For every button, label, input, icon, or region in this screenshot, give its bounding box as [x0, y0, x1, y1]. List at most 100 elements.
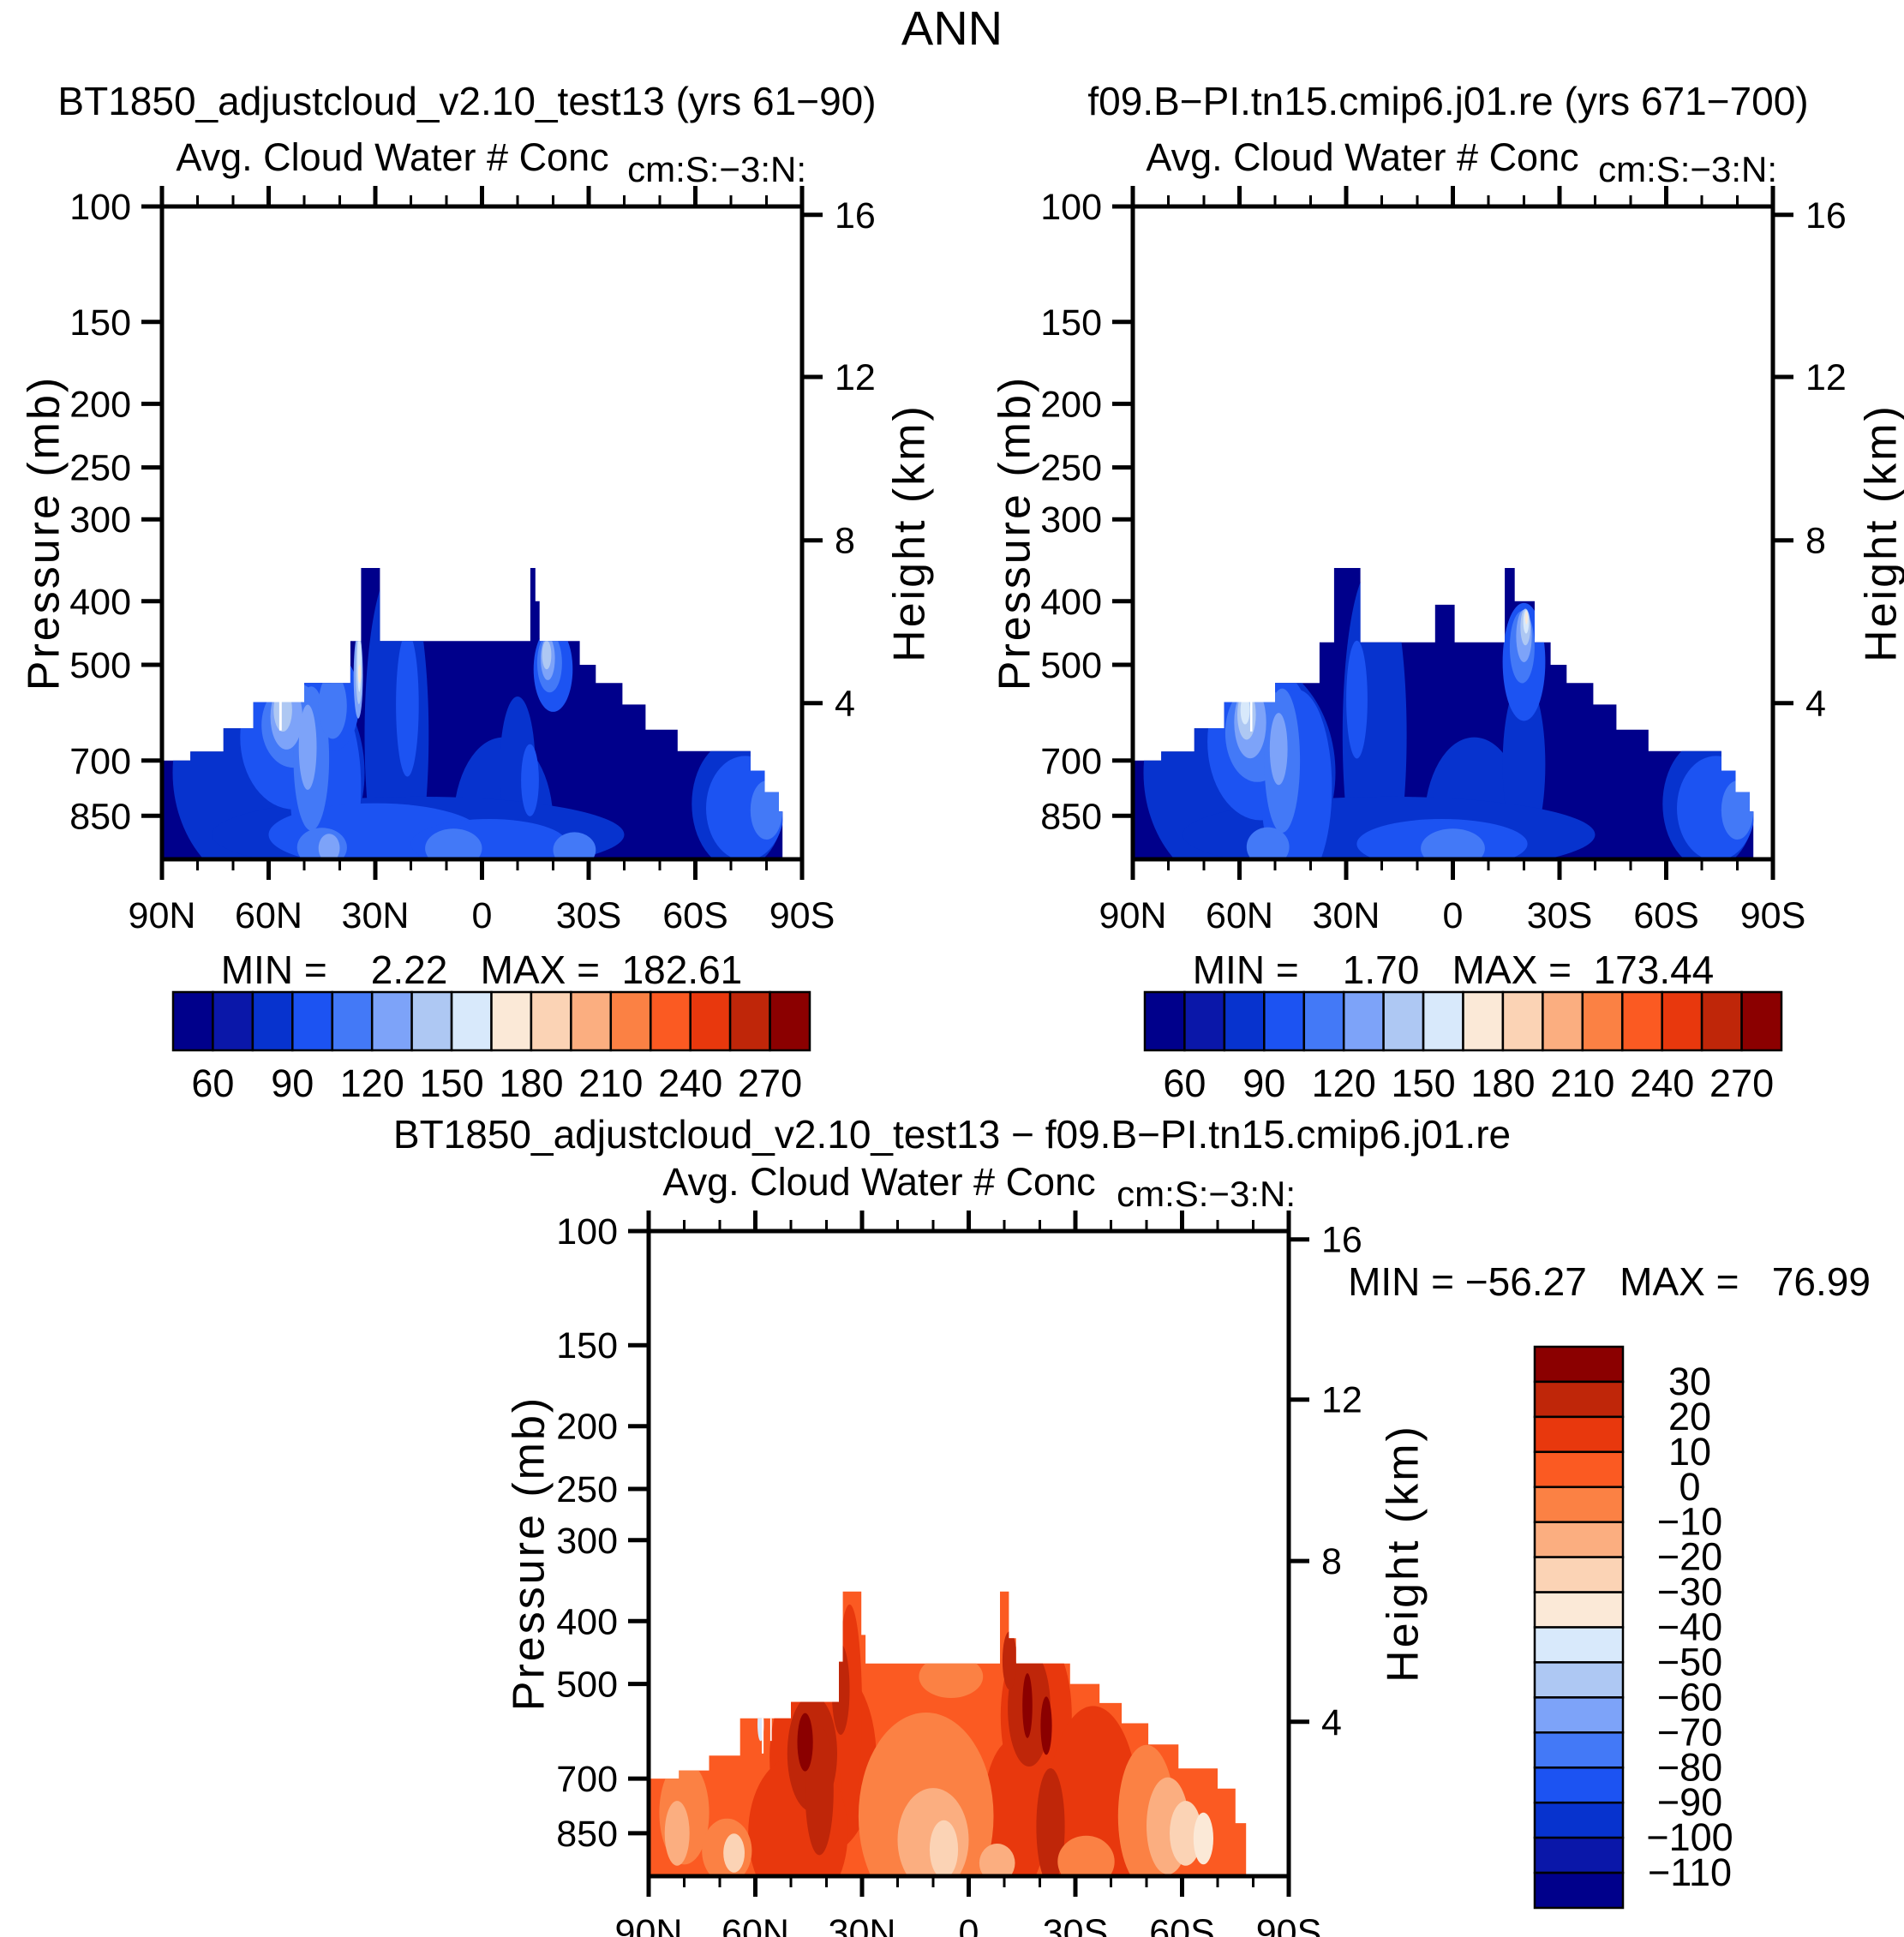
height-tick-label: 16	[1321, 1220, 1362, 1261]
height-tick-label: 16	[1805, 195, 1847, 236]
panel-2-contour-patches	[1143, 568, 1756, 859]
diff-colorbar-tick-label: 0	[1679, 1465, 1700, 1509]
colorbar-tick-label: 90	[1242, 1061, 1285, 1105]
latitude-tick-label: 90N	[615, 1912, 683, 1937]
colorbar-cell	[1533, 1626, 1625, 1664]
pressure-tick-label: 150	[69, 302, 131, 344]
latitude-tick-label: 30S	[1043, 1912, 1109, 1937]
panel2-height-axis-title: Height (km)	[1856, 404, 1904, 662]
colorbar-tick-label: 180	[499, 1061, 563, 1105]
pressure-tick-label: 700	[1040, 741, 1102, 782]
pressure-tick-label: 150	[1040, 302, 1102, 344]
colorbar-cell	[1533, 1836, 1625, 1874]
colorbar-cell	[450, 990, 493, 1052]
panel-2-plot: 90N 60N 30N 0 30S 60S 90S 100 150 200 250 300 400 500…	[1040, 186, 1847, 936]
pressure-tick-label: 250	[1040, 448, 1102, 489]
pressure-tick-label: 400	[1040, 582, 1102, 623]
colorbar-cell	[689, 990, 732, 1052]
diff-colorbar-tick-label: 10	[1668, 1430, 1711, 1474]
height-tick-label: 16	[835, 195, 876, 236]
colorbar-cell	[1700, 990, 1743, 1052]
panel2-minmax: MIN = 1.70 MAX = 173.44	[1192, 948, 1715, 992]
colorbar-cell	[1422, 990, 1464, 1052]
height-tick-label: 4	[835, 684, 855, 725]
difference-colorbar: 3020100−10−20−30−40−50−60−70−80−90−100−1…	[1533, 1345, 1733, 1910]
pressure-tick-label: 250	[556, 1469, 618, 1510]
panel2-units: cm:S:−3:N:	[1598, 149, 1777, 189]
pressure-tick-label: 300	[1040, 499, 1102, 541]
latitude-tick-label: 0	[1443, 895, 1464, 936]
diff-colorbar-tick-label: −100	[1646, 1815, 1733, 1859]
colorbar-cell	[1533, 1696, 1625, 1734]
latitude-tick-label: 30N	[342, 895, 410, 936]
colorbar-cell	[1223, 990, 1266, 1052]
pressure-tick-label: 100	[556, 1211, 618, 1252]
colorbar-cell	[609, 990, 652, 1052]
latitude-tick-label: 90N	[129, 895, 196, 936]
diff-colorbar-tick-label: 20	[1668, 1395, 1711, 1438]
pressure-tick-label: 500	[69, 645, 131, 686]
colorbar-cell	[370, 990, 413, 1052]
colorbar-cell	[1183, 990, 1226, 1052]
colorbar-cell	[1263, 990, 1305, 1052]
colorbar-cell	[1740, 990, 1783, 1052]
diff-colorbar-tick-label: −110	[1648, 1850, 1732, 1894]
colorbar-cell	[1533, 1450, 1625, 1488]
panel-3-plot: 90N 60N 30N 0 30S 60S 90S 100 150 200 250 300 400 500…	[556, 1211, 1362, 1937]
colorbar-tick-label: 210	[1550, 1061, 1614, 1105]
colorbar-cell	[331, 990, 374, 1052]
panel3-minmax: MIN = −56.27 MAX = 76.99	[1348, 1259, 1871, 1304]
panel3-height-axis-title: Height (km)	[1378, 1424, 1428, 1683]
colorbar-cell	[410, 990, 453, 1052]
latitude-tick-label: 0	[472, 895, 493, 936]
panel2-pressure-axis-title: Pressure (mb)	[990, 374, 1040, 691]
colorbar-cell	[1533, 1731, 1625, 1769]
latitude-tick-label: 90S	[769, 895, 835, 936]
colorbar-cell	[212, 990, 254, 1052]
colorbar-tick-label: 120	[340, 1061, 404, 1105]
colorbar-tick-label: 270	[738, 1061, 802, 1105]
colorbar-tick-label: 150	[420, 1061, 484, 1105]
pressure-tick-label: 150	[556, 1325, 618, 1366]
pressure-tick-label: 100	[69, 187, 131, 228]
colorbar-cell	[1533, 1486, 1625, 1523]
latitude-tick-label: 30N	[829, 1912, 896, 1937]
diff-colorbar-tick-label: −60	[1657, 1675, 1722, 1719]
height-tick-label: 12	[835, 357, 876, 398]
panel1-case-title: BT1850_adjustcloud_v2.10_test13 (yrs 61−…	[57, 79, 877, 123]
colorbar-cell	[1342, 990, 1385, 1052]
colorbar-cell	[1581, 990, 1624, 1052]
colorbar-tick-label: 180	[1470, 1061, 1535, 1105]
height-tick-label: 8	[1321, 1541, 1342, 1582]
colorbar-cell	[490, 990, 533, 1052]
pressure-tick-label: 200	[69, 384, 131, 425]
panel1-pressure-axis-title: Pressure (mb)	[19, 374, 69, 691]
pressure-tick-label: 400	[556, 1601, 618, 1642]
colorbar-tick-label: 90	[271, 1061, 314, 1105]
diff-colorbar-tick-label: −10	[1657, 1500, 1722, 1544]
colorbar-cell	[650, 990, 692, 1052]
panel-1-plot: 90N 60N 30N 0 30S 60S 90S 100 150 200 250 300 400 500…	[69, 186, 876, 936]
pressure-tick-label: 700	[69, 741, 131, 782]
panel1-height-axis-title: Height (km)	[884, 404, 935, 662]
diff-colorbar-tick-label: −50	[1657, 1640, 1722, 1683]
colorbar-cell	[1533, 1415, 1625, 1454]
colorbar-cell	[1621, 990, 1663, 1052]
pressure-tick-label: 200	[1040, 384, 1102, 425]
pressure-tick-label: 850	[1040, 796, 1102, 837]
colorbar-cell	[1533, 1767, 1625, 1804]
colorbar-tick-label: 240	[658, 1061, 722, 1105]
latitude-tick-label: 30S	[1527, 895, 1593, 936]
colorbar-cell	[728, 990, 771, 1052]
panel1-units: cm:S:−3:N:	[627, 149, 806, 189]
pressure-tick-label: 500	[556, 1665, 618, 1706]
colorbar-cell	[570, 990, 613, 1052]
diff-colorbar-tick-label: 30	[1668, 1360, 1711, 1403]
latitude-tick-label: 0	[959, 1912, 979, 1937]
latitude-tick-label: 30N	[1313, 895, 1380, 936]
colorbar-cell	[1533, 1345, 1625, 1384]
pressure-tick-label: 400	[69, 582, 131, 623]
panel3-var-title: Avg. Cloud Water # Conc	[662, 1160, 1096, 1204]
colorbar-tick-label: 240	[1630, 1061, 1694, 1105]
